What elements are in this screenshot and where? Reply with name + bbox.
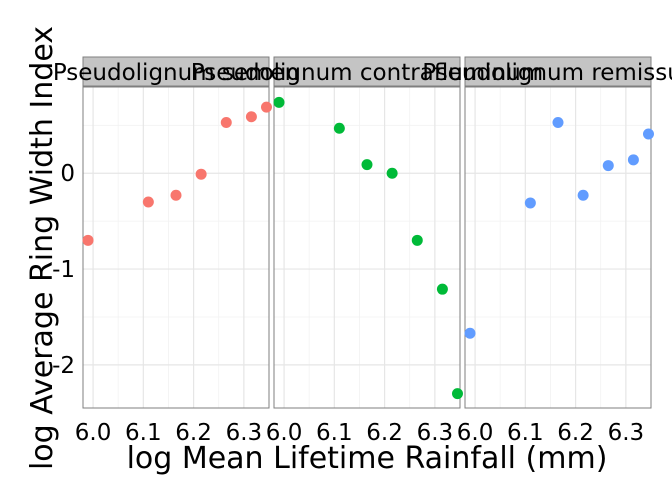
x-tick-label: 6.0: [457, 420, 494, 446]
data-point: [273, 96, 285, 108]
x-tick-label: 6.3: [226, 420, 263, 446]
x-tick-label: 6.0: [75, 420, 112, 446]
data-point: [333, 122, 345, 134]
data-point: [642, 128, 654, 140]
data-point: [361, 159, 373, 171]
y-tick-label: -2: [52, 353, 75, 379]
data-point: [451, 388, 463, 400]
data-point: [260, 101, 272, 113]
panel-border: [464, 86, 652, 409]
y-tick-labels: -2 -1 0: [52, 161, 75, 379]
data-point: [524, 197, 536, 209]
data-point: [577, 189, 589, 201]
x-tick-labels: 6.0 6.1 6.2 6.3 6.0 6.1 6.2 6.3 6.0 6.1 6.2 6.3: [75, 420, 644, 446]
data-point: [386, 167, 398, 179]
y-tick-label: -1: [52, 257, 75, 283]
data-point: [464, 327, 476, 339]
y-axis-title: log Average Ring Width Index: [25, 26, 60, 470]
y-tick-label: 0: [60, 161, 75, 187]
x-tick-label: 6.2: [366, 420, 403, 446]
data-point: [436, 283, 448, 295]
data-point: [142, 196, 154, 208]
x-tick-label: 6.1: [316, 420, 353, 446]
facet-strip: [273, 56, 461, 87]
facet-strip-label: Pseudolignum remissus: [422, 60, 672, 86]
x-tick-label: 6.2: [175, 420, 212, 446]
data-point: [195, 168, 207, 180]
x-tick-label: 6.1: [507, 420, 544, 446]
data-point: [552, 116, 564, 128]
facet-panel: [464, 86, 654, 409]
facet-strip-label: Pseudolignum contrafluminum: [191, 60, 543, 86]
panel-border: [82, 86, 270, 409]
data-point: [170, 189, 182, 201]
facet-strip: [464, 56, 652, 87]
x-tick-label: 6.0: [266, 420, 303, 446]
facet-strip-label: Pseudolignum semen: [53, 60, 299, 86]
x-axis-title: log Mean Lifetime Rainfall (mm): [127, 441, 608, 476]
panel-border: [273, 86, 461, 409]
data-point: [411, 234, 423, 246]
data-point: [627, 154, 639, 166]
data-point: [245, 111, 257, 123]
x-tick-label: 6.3: [608, 420, 645, 446]
data-point: [82, 234, 94, 246]
facet-panel: [273, 86, 463, 409]
data-point: [220, 116, 232, 128]
panels-layer: [82, 86, 654, 409]
x-tick-label: 6.2: [557, 420, 594, 446]
facet-strip: [82, 56, 270, 87]
x-tick-label: 6.1: [125, 420, 162, 446]
x-tick-label: 6.3: [417, 420, 454, 446]
facet-panel: [82, 86, 272, 409]
data-point: [602, 160, 614, 172]
